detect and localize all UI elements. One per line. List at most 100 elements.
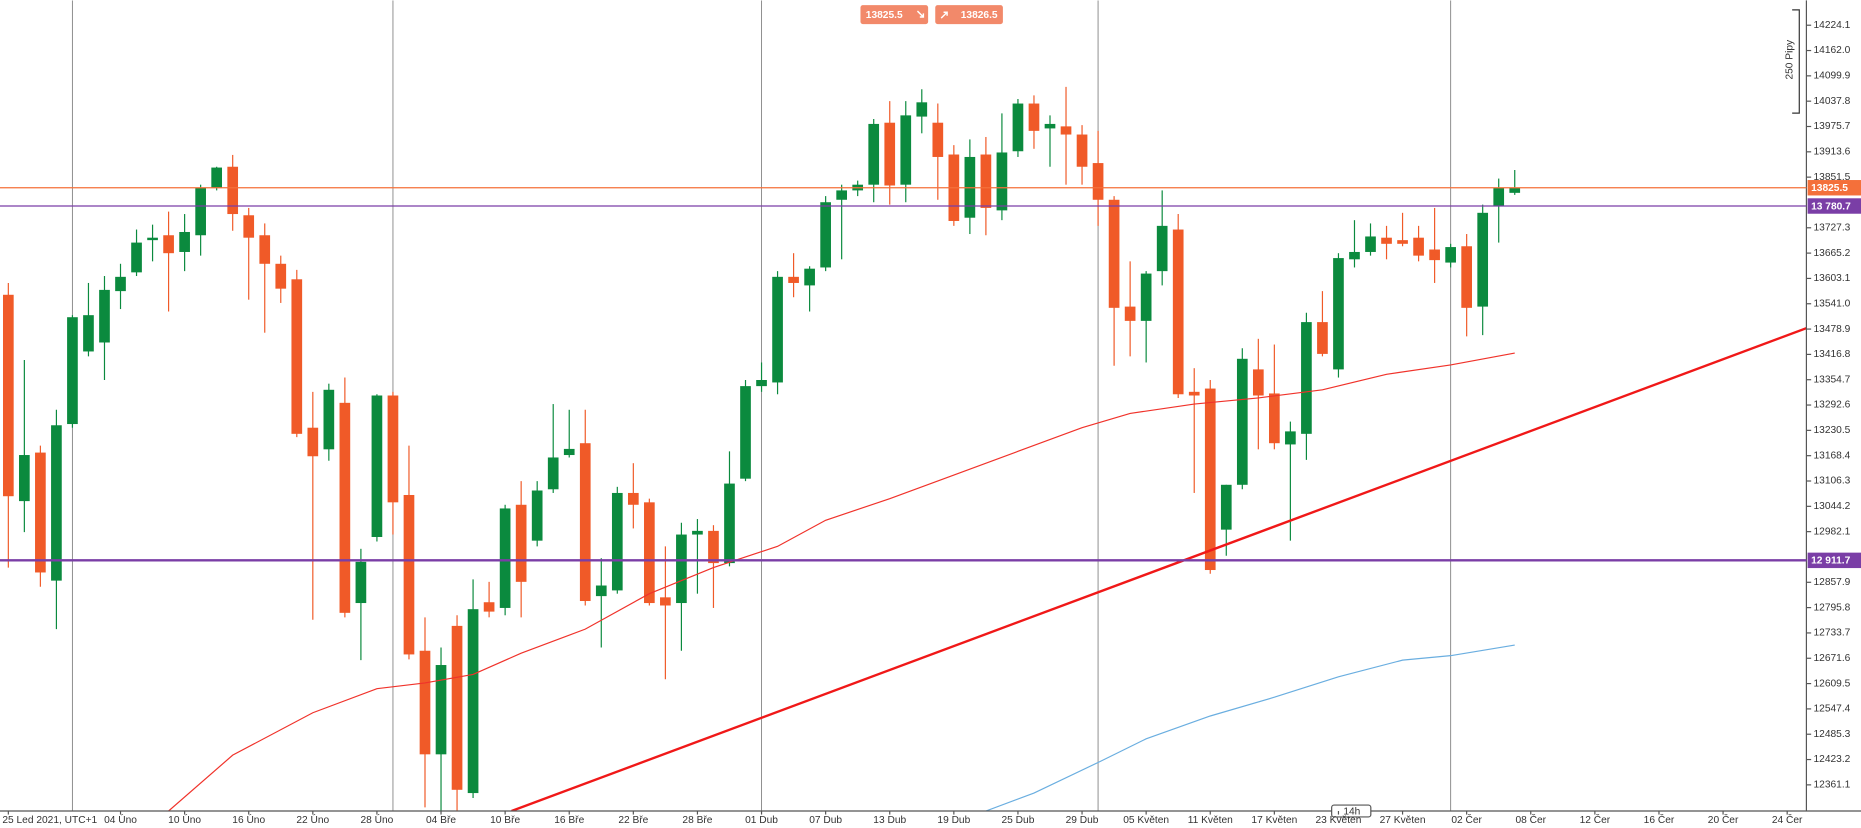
- candle-body: [1397, 240, 1408, 244]
- candle-body: [483, 602, 495, 612]
- x-tick-label: 04 Bře: [426, 815, 456, 826]
- candle-body: [147, 237, 158, 241]
- timeframe-box[interactable]: [1331, 804, 1372, 818]
- candle-body: [467, 609, 479, 794]
- candle-body: [419, 650, 431, 755]
- buy-arrow: [940, 11, 948, 19]
- y-tick-label: 12733.7: [1814, 628, 1851, 639]
- candle-body: [1269, 393, 1280, 444]
- x-tick-label: 16 Čer: [1644, 813, 1675, 826]
- sell-button[interactable]: 13825.5: [860, 5, 929, 25]
- candle-body: [451, 625, 463, 790]
- candle-body: [435, 665, 447, 755]
- y-tick-label: 14099.9: [1814, 71, 1851, 82]
- candle-body: [1188, 391, 1200, 396]
- scale-label: 250 Pipy: [1784, 39, 1795, 80]
- price-tag-label: 13825.5: [1811, 183, 1848, 194]
- sell-price[interactable]: 13825.5: [866, 10, 903, 21]
- candle-body: [660, 597, 671, 606]
- candle-body: [692, 530, 703, 535]
- buy-button-bg[interactable]: [935, 5, 1003, 25]
- price-tag: [1807, 180, 1861, 196]
- timeframe[interactable]: 14h: [1343, 806, 1360, 817]
- candle-body: [259, 235, 271, 264]
- candle-body: [1124, 306, 1136, 321]
- y-tick-label: 14037.8: [1814, 96, 1851, 107]
- buy-price[interactable]: 13826.5: [961, 10, 998, 21]
- candle-body: [1301, 322, 1312, 434]
- x-tick-label: 11 Květen: [1188, 815, 1233, 826]
- candle-body: [1429, 249, 1440, 261]
- y-tick-label: 14224.1: [1814, 20, 1851, 31]
- candle-body: [836, 190, 848, 200]
- sell-button-bg[interactable]: [860, 5, 929, 25]
- candle-body: [1204, 388, 1216, 571]
- candle-body: [900, 115, 912, 185]
- x-tick-label: 16 Bře: [554, 815, 584, 826]
- x-tick-label: 05 Květen: [1123, 815, 1169, 826]
- y-tick-label: 13230.5: [1814, 425, 1851, 436]
- candle-body: [820, 202, 831, 268]
- candle-body: [83, 315, 94, 352]
- candle-body: [531, 490, 543, 541]
- candle-body: [676, 534, 687, 604]
- x-tick-label: 28 Bře: [682, 815, 712, 826]
- y-tick-label: 13292.6: [1814, 400, 1851, 411]
- candle-body: [1381, 237, 1392, 244]
- candle-body: [547, 457, 559, 490]
- candle-body: [1349, 251, 1360, 260]
- candle-body: [1076, 134, 1088, 167]
- x-tick-label: 12 Čer: [1580, 813, 1611, 826]
- x-tick-label: 13 Dub: [873, 815, 906, 826]
- candle-body: [996, 152, 1008, 211]
- candle-body: [275, 263, 287, 289]
- price-tag: [1807, 198, 1861, 214]
- candle-body: [884, 122, 896, 186]
- candle-body: [788, 276, 799, 283]
- x-tick-label: 01 Dub: [745, 815, 778, 826]
- candle-body: [1509, 187, 1521, 193]
- y-tick-label: 12547.4: [1814, 704, 1851, 715]
- candle-body: [627, 492, 639, 505]
- candle-body: [339, 402, 351, 613]
- x-tick-label: 02 Čer: [1451, 813, 1482, 826]
- candle-body: [1028, 103, 1040, 131]
- candle-body: [579, 443, 591, 602]
- candle-body: [916, 102, 928, 117]
- y-tick-label: 13354.7: [1814, 374, 1851, 385]
- candle-body: [1317, 322, 1328, 354]
- candle-body: [307, 427, 319, 457]
- candle-body: [708, 530, 719, 564]
- candle-body: [1140, 273, 1152, 321]
- candle-body: [772, 276, 783, 383]
- y-tick-label: 13851.5: [1814, 172, 1851, 183]
- candle-body: [243, 215, 255, 238]
- candle-body: [1445, 247, 1456, 263]
- candle-body: [1060, 126, 1072, 135]
- candle-body: [1477, 212, 1489, 307]
- x-tick-label: 10 Úno: [168, 813, 201, 826]
- candle-body: [515, 504, 527, 582]
- candle-body: [211, 167, 223, 188]
- candle-body: [1365, 236, 1376, 252]
- candle-body: [99, 289, 110, 343]
- candle-body: [1285, 431, 1296, 445]
- x-tick-label: 19 Dub: [937, 815, 970, 826]
- candle-body: [563, 448, 575, 456]
- x-tick-label: 08 Čer: [1515, 813, 1546, 826]
- buy-button[interactable]: 13826.5: [935, 5, 1003, 25]
- y-tick-label: 13727.3: [1814, 222, 1851, 233]
- candle-body: [403, 494, 415, 655]
- candle-body: [2, 294, 14, 497]
- y-tick-label: 12671.6: [1814, 653, 1851, 664]
- x-tick-label: 22 Úno: [296, 813, 329, 826]
- candle-body: [644, 502, 655, 604]
- scale-bracket: [1792, 9, 1800, 114]
- candle-body: [1092, 163, 1104, 200]
- candle-body: [115, 276, 126, 292]
- price-tag-label: 13 780.7: [1811, 201, 1851, 212]
- candle-body: [51, 425, 62, 581]
- candle-body: [1493, 187, 1505, 206]
- y-tick-label: 12857.9: [1814, 577, 1851, 588]
- candle-body: [19, 455, 30, 502]
